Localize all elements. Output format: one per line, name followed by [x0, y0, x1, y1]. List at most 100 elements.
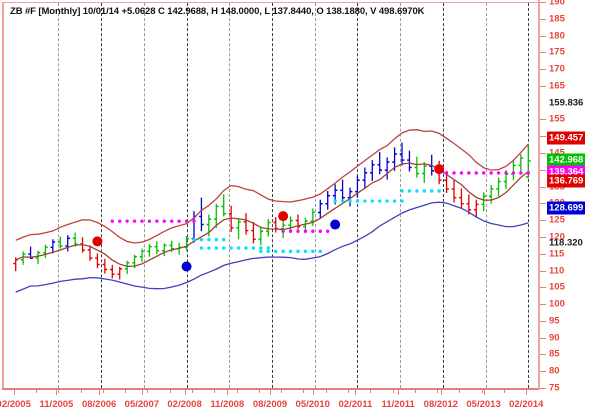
date-minor-tick	[392, 390, 394, 393]
date-minor-tick	[481, 390, 483, 393]
price-label-box[interactable]: 128.699	[547, 201, 586, 215]
support-dot	[378, 199, 382, 203]
support-dot	[281, 249, 285, 254]
resistance-dot	[444, 171, 449, 175]
support-dot	[400, 199, 404, 203]
resistance-dot	[170, 219, 174, 223]
date-tick	[355, 390, 357, 395]
resistance-dot	[326, 229, 330, 233]
axis-tick	[540, 270, 546, 272]
axis-tick	[540, 69, 546, 71]
date-label-08-2006: 08/2006	[81, 399, 117, 410]
axis-label-95: 95	[549, 315, 560, 327]
support-dot	[333, 199, 337, 203]
resistance-dot	[155, 219, 159, 223]
price-plot-area[interactable]: ZB #F [Monthly] 10/01/14 +5.0628 C 142.9…	[2, 2, 538, 388]
axis-label-120: 120	[549, 231, 565, 243]
resistance-dot	[184, 219, 189, 223]
date-tick	[312, 390, 314, 395]
resistance-dot	[474, 171, 478, 175]
resistance-dot	[459, 171, 464, 175]
date-label-08-2009: 08/2009	[252, 399, 288, 410]
axis-tick	[540, 186, 546, 188]
resistance-dot	[452, 171, 456, 175]
axis-tick	[540, 153, 546, 155]
date-minor-tick	[80, 390, 82, 393]
support-dot	[296, 249, 300, 254]
date-label-08-2012: 08/2012	[423, 399, 459, 410]
support-dot	[407, 189, 412, 193]
support-dot	[288, 249, 293, 254]
support-dot	[229, 246, 233, 250]
resistance-dot	[519, 171, 523, 175]
axis-label-110: 110	[549, 265, 565, 277]
resistance-dot	[303, 229, 308, 233]
date-tick	[483, 390, 485, 395]
gridline-11-2011	[400, 3, 402, 388]
price-axis[interactable]: 1901851801751701651551501451401351301251…	[538, 0, 600, 394]
axis-label-165: 165	[549, 80, 565, 92]
price-label-box[interactable]: 149.457	[547, 131, 586, 145]
resistance-dot	[318, 229, 322, 233]
support-dot	[392, 199, 397, 203]
resistance-dot	[125, 219, 129, 223]
date-minor-tick	[13, 390, 15, 393]
indicator-line	[15, 129, 529, 244]
axis-label-85: 85	[549, 348, 560, 360]
date-label-11-2005: 11/2005	[39, 399, 74, 410]
date-tick	[99, 390, 101, 395]
support-dot	[370, 199, 374, 203]
date-tick	[398, 390, 400, 395]
chart-svg	[13, 129, 531, 293]
axis-label-180: 180	[549, 30, 565, 42]
date-label-11-2011: 11/2011	[381, 399, 415, 410]
support-dot	[348, 199, 352, 203]
axis-tick	[540, 304, 546, 306]
axis-label-155: 155	[549, 113, 565, 125]
sell-signal-dot	[278, 211, 289, 222]
axis-label-115: 115	[549, 248, 565, 260]
resistance-dot	[489, 171, 493, 175]
support-dot	[311, 249, 315, 254]
resistance-dot	[162, 219, 166, 223]
axis-label-170: 170	[549, 63, 565, 75]
axis-tick	[540, 287, 546, 289]
resistance-dot	[118, 219, 122, 223]
support-dot	[266, 249, 270, 254]
support-dot	[207, 237, 211, 242]
resistance-dot	[110, 219, 114, 223]
date-axis[interactable]: 02/2005 11/2005 08/2006 05/2007 02/2008 11/20…	[0, 388, 543, 416]
support-dot	[207, 246, 211, 250]
axis-tick	[540, 236, 546, 238]
support-dot	[400, 189, 404, 193]
gridline-08-2006	[101, 3, 103, 388]
buy-signal-dot	[181, 261, 192, 272]
date-minor-tick	[348, 390, 349, 393]
support-dot	[259, 246, 263, 250]
gridline-05-2013	[485, 3, 487, 388]
support-dot	[303, 249, 308, 254]
resistance-dot	[192, 219, 196, 223]
axis-tick	[540, 136, 546, 138]
axis-tick	[540, 169, 546, 171]
axis-label-75: 75	[549, 382, 560, 394]
axis-tick	[540, 220, 546, 222]
date-minor-tick	[414, 390, 416, 393]
axis-tick	[540, 35, 546, 37]
support-dot	[236, 246, 241, 250]
gridline-02-2008	[186, 3, 188, 388]
support-dot	[192, 237, 196, 242]
price-label-box[interactable]: 142.968	[547, 153, 586, 167]
support-dot	[199, 237, 204, 242]
price-label-box[interactable]: 136.769	[547, 174, 586, 188]
resistance-dot	[140, 219, 144, 223]
date-label-02-2011: 02/2011	[338, 399, 373, 410]
indicator-line	[15, 162, 529, 267]
axis-tick	[540, 371, 546, 373]
support-dot	[430, 189, 434, 193]
sell-signal-dot	[92, 236, 103, 247]
resistance-dot	[482, 171, 486, 175]
axis-tick	[540, 203, 546, 205]
axis-tick	[540, 85, 546, 87]
